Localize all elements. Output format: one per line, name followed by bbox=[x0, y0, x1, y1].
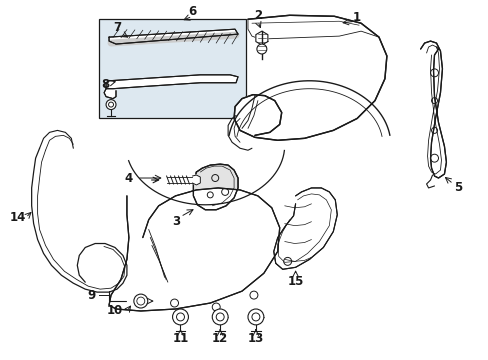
Text: 4: 4 bbox=[124, 171, 133, 185]
Polygon shape bbox=[109, 188, 279, 311]
Polygon shape bbox=[255, 31, 267, 45]
Polygon shape bbox=[234, 15, 386, 140]
Circle shape bbox=[247, 309, 264, 325]
Polygon shape bbox=[420, 41, 446, 178]
Polygon shape bbox=[104, 89, 116, 99]
Text: 7: 7 bbox=[113, 21, 121, 34]
Polygon shape bbox=[106, 75, 238, 89]
Text: 12: 12 bbox=[212, 332, 228, 345]
Text: 15: 15 bbox=[287, 275, 303, 288]
Text: 8: 8 bbox=[101, 78, 109, 91]
Polygon shape bbox=[193, 164, 238, 210]
Text: 1: 1 bbox=[352, 11, 361, 24]
Circle shape bbox=[106, 100, 116, 109]
Text: 9: 9 bbox=[87, 289, 95, 302]
Circle shape bbox=[134, 294, 147, 308]
Text: 5: 5 bbox=[453, 181, 462, 194]
Circle shape bbox=[172, 309, 188, 325]
FancyBboxPatch shape bbox=[99, 19, 245, 118]
Circle shape bbox=[256, 44, 266, 54]
Text: 11: 11 bbox=[172, 332, 188, 345]
Text: 6: 6 bbox=[188, 5, 196, 18]
Text: 2: 2 bbox=[253, 9, 262, 22]
Text: 14: 14 bbox=[10, 211, 26, 224]
Text: 10: 10 bbox=[107, 305, 123, 318]
Text: 13: 13 bbox=[247, 332, 264, 345]
Circle shape bbox=[212, 309, 228, 325]
Polygon shape bbox=[109, 29, 238, 44]
Text: 3: 3 bbox=[172, 215, 180, 228]
Polygon shape bbox=[273, 188, 337, 269]
Polygon shape bbox=[192, 175, 200, 185]
